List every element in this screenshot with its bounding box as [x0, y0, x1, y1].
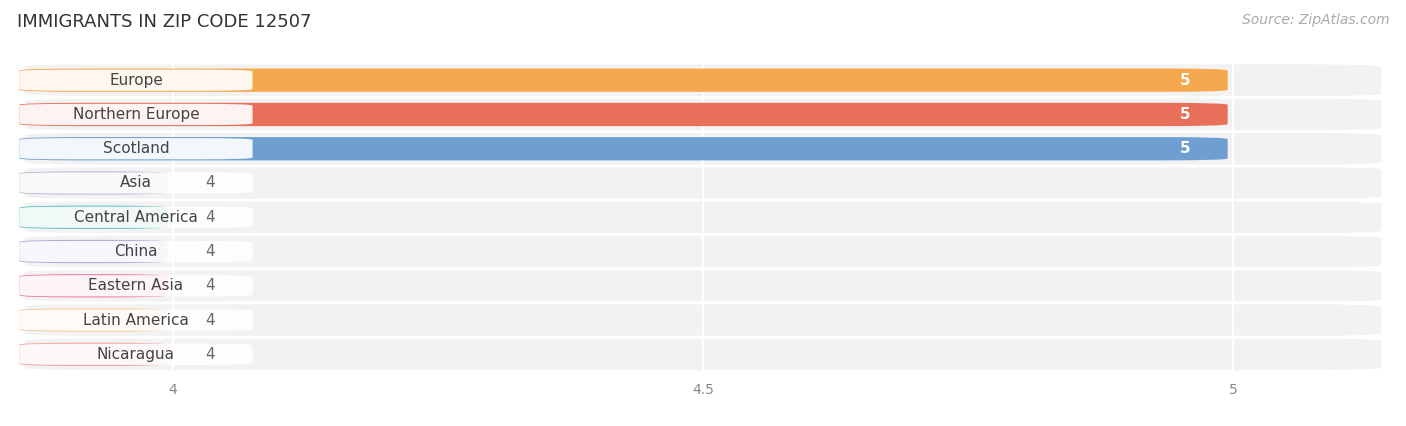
FancyBboxPatch shape	[20, 274, 167, 297]
FancyBboxPatch shape	[20, 207, 253, 228]
Text: 5: 5	[1180, 141, 1191, 156]
Text: Central America: Central America	[75, 210, 198, 225]
FancyBboxPatch shape	[20, 103, 1227, 126]
Text: Scotland: Scotland	[103, 141, 169, 156]
Text: Asia: Asia	[120, 176, 152, 190]
Text: 4: 4	[205, 313, 215, 328]
FancyBboxPatch shape	[25, 339, 1381, 370]
FancyBboxPatch shape	[20, 344, 253, 365]
Text: China: China	[114, 244, 157, 259]
FancyBboxPatch shape	[25, 99, 1381, 130]
FancyBboxPatch shape	[20, 240, 167, 263]
Text: 4: 4	[205, 347, 215, 362]
Text: 4: 4	[205, 176, 215, 190]
FancyBboxPatch shape	[20, 138, 253, 159]
Text: Europe: Europe	[110, 73, 163, 88]
FancyBboxPatch shape	[20, 69, 253, 91]
FancyBboxPatch shape	[20, 206, 167, 229]
Text: 4: 4	[205, 210, 215, 225]
FancyBboxPatch shape	[20, 275, 253, 296]
FancyBboxPatch shape	[20, 104, 253, 125]
FancyBboxPatch shape	[20, 173, 253, 193]
Text: IMMIGRANTS IN ZIP CODE 12507: IMMIGRANTS IN ZIP CODE 12507	[17, 13, 311, 31]
FancyBboxPatch shape	[25, 64, 1381, 96]
FancyBboxPatch shape	[20, 308, 167, 332]
FancyBboxPatch shape	[20, 171, 167, 195]
FancyBboxPatch shape	[25, 167, 1381, 199]
Text: 5: 5	[1180, 73, 1191, 88]
FancyBboxPatch shape	[20, 137, 1227, 160]
Text: Latin America: Latin America	[83, 313, 188, 328]
Text: Nicaragua: Nicaragua	[97, 347, 174, 362]
FancyBboxPatch shape	[25, 133, 1381, 164]
FancyBboxPatch shape	[20, 69, 1227, 92]
Text: Eastern Asia: Eastern Asia	[89, 278, 184, 293]
FancyBboxPatch shape	[25, 304, 1381, 336]
FancyBboxPatch shape	[20, 309, 253, 331]
FancyBboxPatch shape	[20, 343, 167, 366]
Text: 4: 4	[205, 244, 215, 259]
Text: Source: ZipAtlas.com: Source: ZipAtlas.com	[1241, 13, 1389, 27]
Text: 4: 4	[205, 278, 215, 293]
FancyBboxPatch shape	[25, 270, 1381, 302]
FancyBboxPatch shape	[20, 241, 253, 262]
Text: Northern Europe: Northern Europe	[73, 107, 200, 122]
Text: 5: 5	[1180, 107, 1191, 122]
FancyBboxPatch shape	[25, 236, 1381, 267]
FancyBboxPatch shape	[25, 201, 1381, 233]
